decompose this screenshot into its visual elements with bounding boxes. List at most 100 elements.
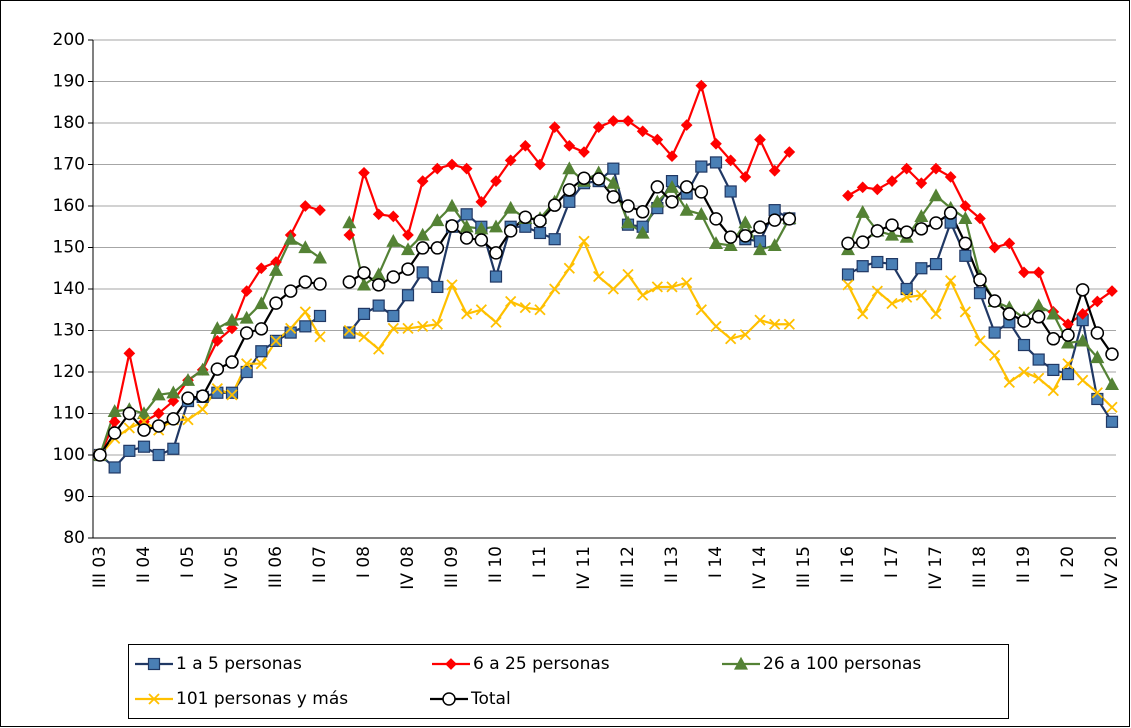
marker xyxy=(856,260,869,273)
marker xyxy=(914,209,929,222)
marker xyxy=(446,279,458,291)
y-tick-label: 170 xyxy=(53,155,85,175)
marker xyxy=(562,161,577,175)
marker xyxy=(534,158,546,171)
marker xyxy=(503,224,518,238)
marker xyxy=(137,423,151,437)
marker xyxy=(210,321,225,335)
marker xyxy=(1062,358,1074,370)
marker xyxy=(695,79,708,92)
marker xyxy=(944,171,957,183)
marker xyxy=(442,692,456,706)
marker xyxy=(342,275,357,289)
marker xyxy=(1105,347,1119,361)
marker xyxy=(415,241,430,255)
marker xyxy=(871,183,884,196)
marker xyxy=(357,266,371,280)
x-tick-label: I 05 xyxy=(178,546,198,578)
marker xyxy=(592,121,605,133)
marker xyxy=(534,304,546,316)
marker xyxy=(607,283,619,295)
x-tick-label: I 11 xyxy=(530,546,550,578)
marker xyxy=(1017,314,1031,328)
x-tick-label: II 13 xyxy=(662,546,682,583)
marker xyxy=(387,309,400,323)
marker xyxy=(549,283,561,295)
marker xyxy=(928,188,944,202)
marker xyxy=(650,180,665,194)
marker xyxy=(386,234,401,247)
marker xyxy=(783,146,796,158)
marker xyxy=(958,211,973,225)
marker xyxy=(914,222,929,236)
marker xyxy=(782,212,797,226)
marker xyxy=(857,308,869,320)
x-tick-label: III 09 xyxy=(442,546,462,588)
marker xyxy=(1061,367,1075,381)
marker xyxy=(136,406,152,420)
marker xyxy=(1106,285,1118,297)
marker xyxy=(622,115,634,127)
y-tick-label: 160 xyxy=(53,196,85,216)
marker xyxy=(959,306,971,318)
marker xyxy=(210,362,225,376)
legend-label: 101 personas y más xyxy=(176,689,348,709)
marker xyxy=(504,154,517,167)
x-tick-label: II 16 xyxy=(838,546,858,583)
marker xyxy=(283,231,298,245)
marker xyxy=(754,133,766,146)
marker xyxy=(314,204,326,216)
marker xyxy=(147,657,161,671)
marker xyxy=(431,280,444,294)
marker xyxy=(314,331,326,343)
marker xyxy=(182,414,194,426)
marker xyxy=(107,426,122,440)
marker xyxy=(343,324,355,337)
marker xyxy=(503,200,518,214)
x-tick-label: III 15 xyxy=(794,546,814,588)
marker xyxy=(1104,377,1120,391)
marker xyxy=(768,164,781,177)
marker xyxy=(769,318,781,330)
marker xyxy=(137,440,151,453)
x-tick-label: IV 08 xyxy=(398,546,418,590)
marker xyxy=(562,183,577,197)
marker xyxy=(445,658,457,670)
marker xyxy=(299,320,312,333)
marker xyxy=(387,210,400,223)
marker xyxy=(239,326,254,340)
marker xyxy=(241,358,253,370)
marker xyxy=(474,233,489,247)
marker xyxy=(152,407,165,420)
marker xyxy=(1077,374,1089,386)
marker xyxy=(225,355,239,369)
marker xyxy=(358,166,370,179)
marker xyxy=(371,278,386,292)
marker xyxy=(312,250,328,264)
marker xyxy=(753,220,767,234)
marker xyxy=(108,461,121,474)
marker xyxy=(1046,306,1061,320)
marker xyxy=(607,162,620,175)
marker xyxy=(578,235,590,247)
marker xyxy=(122,406,137,421)
marker xyxy=(195,389,210,403)
marker xyxy=(929,216,943,230)
marker xyxy=(607,115,620,127)
marker xyxy=(620,215,636,229)
marker xyxy=(167,395,180,407)
marker xyxy=(518,210,533,224)
marker xyxy=(606,190,621,204)
marker xyxy=(842,189,854,202)
marker xyxy=(107,404,122,418)
marker xyxy=(460,162,473,175)
marker xyxy=(899,225,914,239)
marker xyxy=(856,181,869,194)
marker xyxy=(313,309,327,323)
marker xyxy=(870,224,885,238)
y-tick-label: 110 xyxy=(53,404,85,424)
marker xyxy=(886,297,898,310)
marker xyxy=(1003,376,1015,389)
marker xyxy=(489,246,503,260)
marker xyxy=(752,242,768,256)
